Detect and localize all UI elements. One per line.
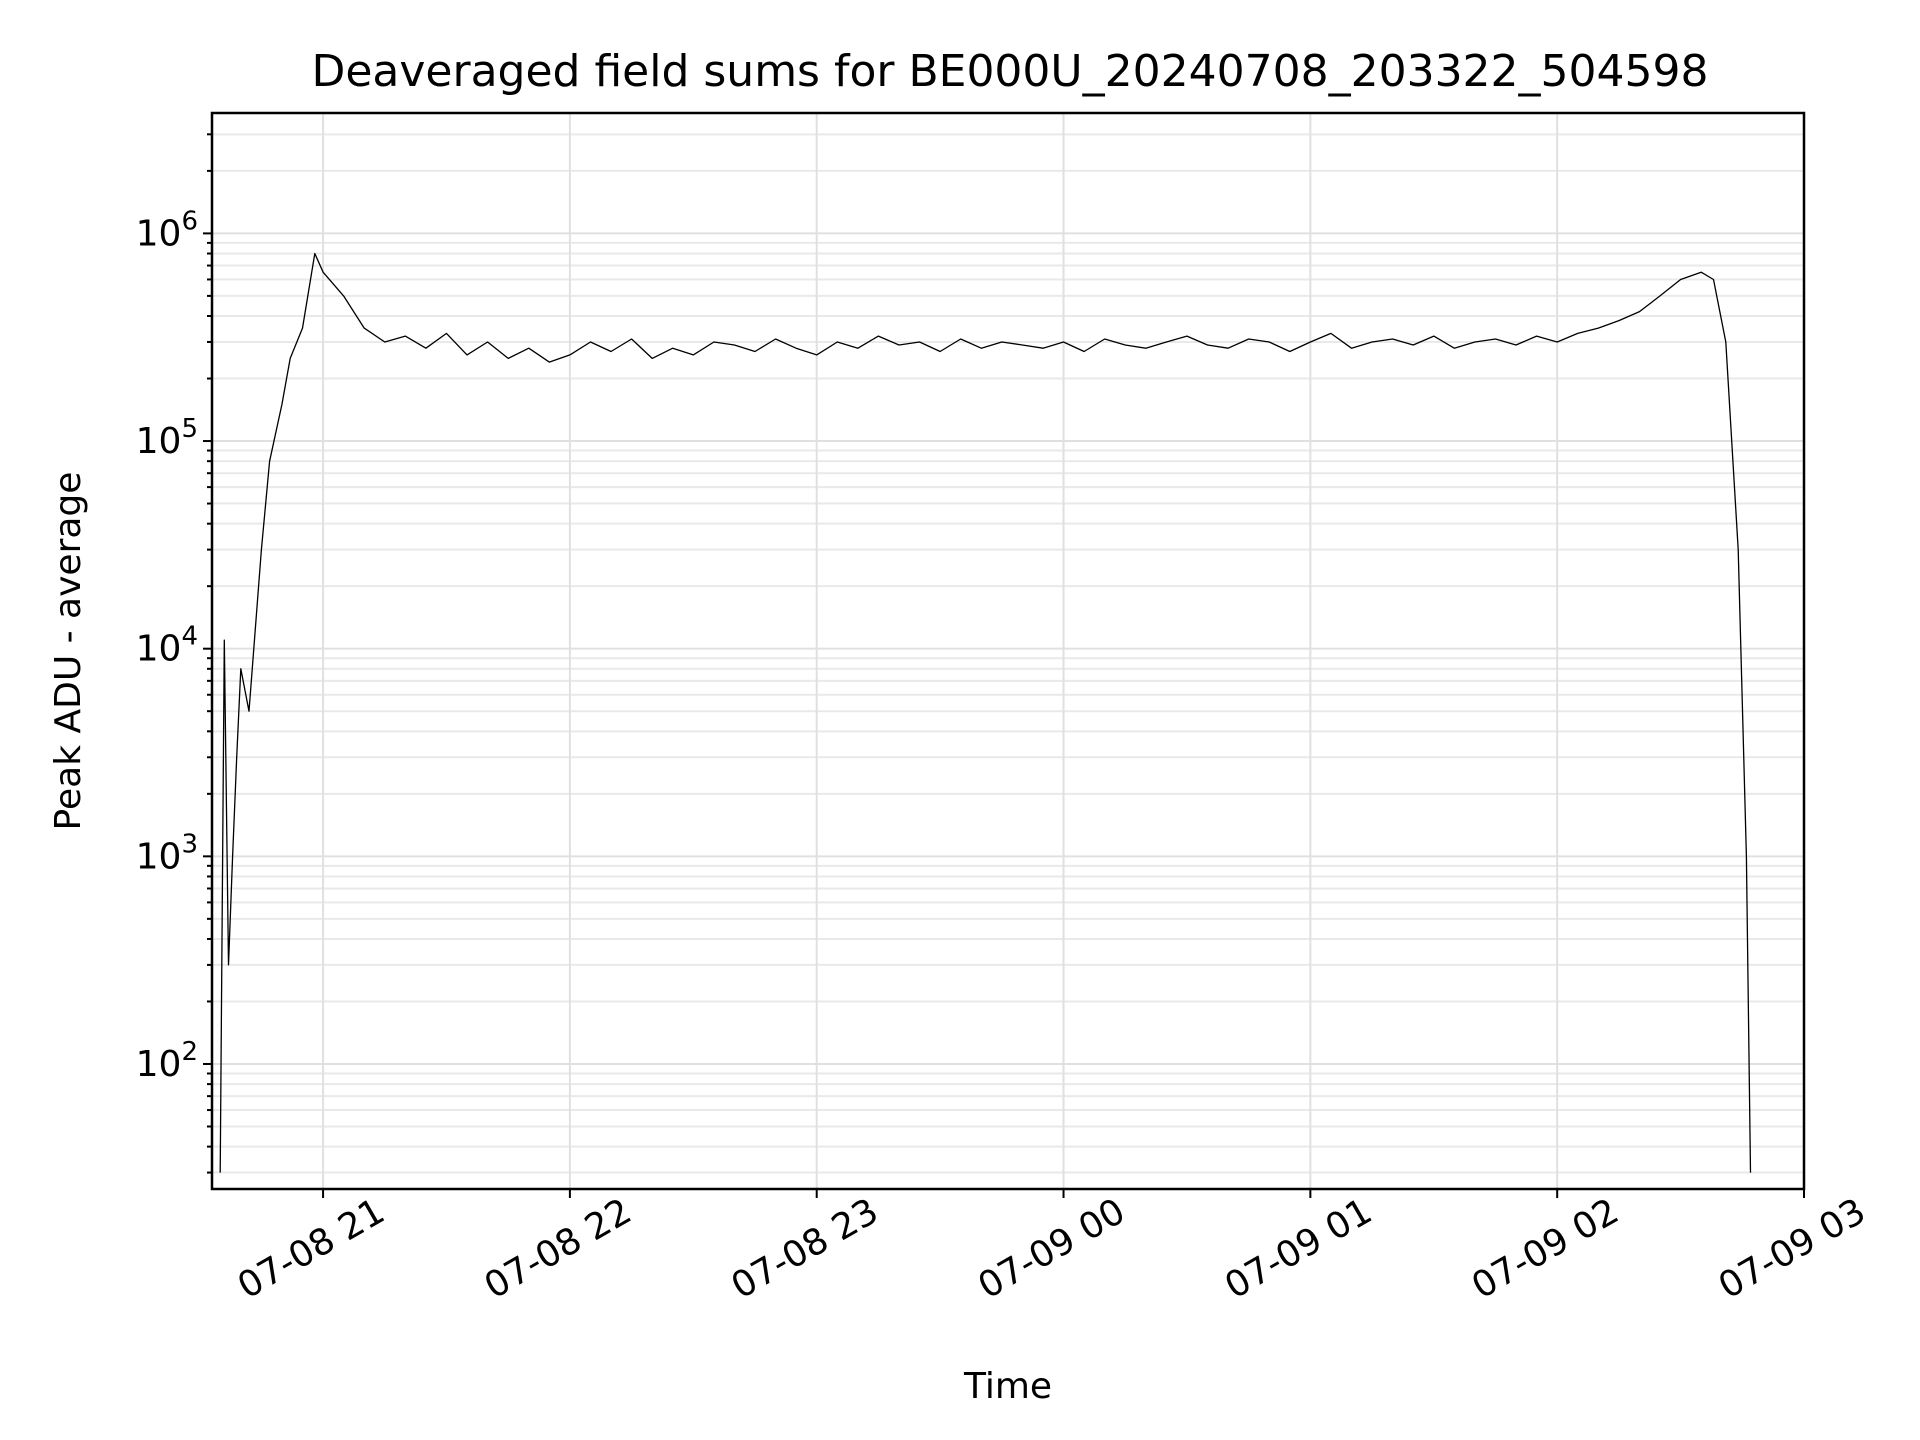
x-axis-label: Time [963, 1366, 1052, 1407]
x-axis: 07-08 21 07-08 22 07-08 23 07-09 00 07-09 01… [231, 1189, 1873, 1307]
y-axis-label: Peak ADU - average [48, 472, 89, 831]
x-tick-label: 07-09 00 [971, 1191, 1132, 1307]
series-line [219, 252, 1752, 1173]
y-tick-label: 103 [136, 829, 198, 877]
y-tick-label: 104 [136, 622, 198, 670]
series-layer [219, 252, 1752, 1173]
x-tick-label: 07-09 03 [1712, 1191, 1873, 1307]
y-tick-label: 105 [136, 414, 198, 462]
y-axis: 102 103 104 105 106 [136, 133, 212, 1174]
plot-frame [210, 111, 1806, 1191]
grid [212, 113, 1805, 1189]
x-tick-label: 07-09 01 [1218, 1191, 1379, 1307]
x-tick-label: 07-08 21 [231, 1191, 392, 1307]
y-tick-label: 106 [136, 206, 198, 254]
x-tick-label: 07-09 02 [1465, 1191, 1626, 1307]
x-tick-label: 07-08 22 [478, 1191, 639, 1307]
chart-title: Deaveraged field sums for BE000U_2024070… [311, 46, 1708, 97]
x-tick-label: 07-08 23 [725, 1191, 886, 1307]
y-tick-label: 102 [136, 1037, 198, 1085]
